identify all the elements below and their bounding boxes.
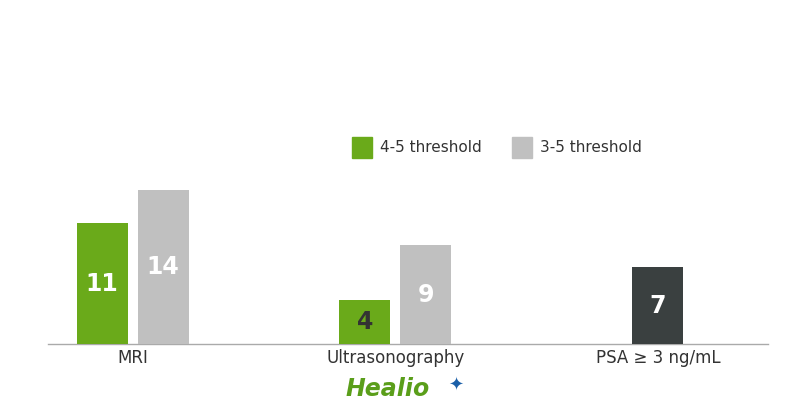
Text: 14: 14 xyxy=(147,255,179,279)
Bar xyxy=(77,223,128,344)
Text: Healio: Healio xyxy=(346,377,430,402)
Text: 7: 7 xyxy=(650,294,666,318)
Bar xyxy=(633,267,683,344)
Bar xyxy=(339,300,390,344)
Bar xyxy=(352,136,372,158)
Text: 9: 9 xyxy=(418,283,434,307)
Text: 4: 4 xyxy=(357,310,373,334)
Text: 11: 11 xyxy=(86,272,118,296)
Text: 4-5 threshold: 4-5 threshold xyxy=(380,139,482,155)
Text: Clinically significant prostate cancers
detected by MRI, ultrasonography, PSA: Clinically significant prostate cancers … xyxy=(169,37,631,84)
Text: ✦: ✦ xyxy=(449,376,463,394)
Text: 3-5 threshold: 3-5 threshold xyxy=(540,139,642,155)
Bar xyxy=(400,245,451,344)
Bar xyxy=(512,136,532,158)
Bar xyxy=(138,190,189,344)
